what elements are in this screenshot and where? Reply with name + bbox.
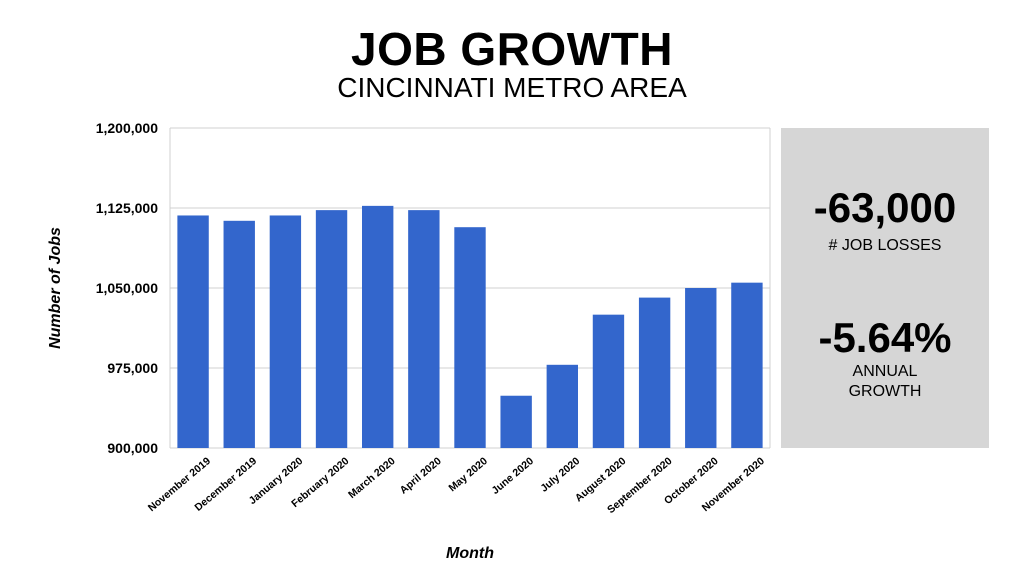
bar [362,205,394,448]
chart-title: JOB GROWTH [351,23,673,75]
job-losses-value: -63,000 [813,184,957,231]
x-tick-label: March 2020 [346,455,398,501]
x-tick-label: May 2020 [446,455,490,494]
y-tick-label: 1,125,000 [96,200,158,216]
annual-growth-value: -5.64% [818,314,952,361]
bar [638,297,671,448]
annual-growth-label-line1: ANNUAL [852,363,918,380]
bar [731,282,763,448]
bar [546,364,578,448]
y-tick-label: 1,050,000 [96,280,158,296]
bar [500,395,532,448]
x-tick-label: June 2020 [489,455,536,497]
annual-growth-label-line2: GROWTH [848,383,922,400]
bar [592,314,625,448]
bar [177,215,209,448]
bars [177,205,763,448]
x-tick-label: April 2020 [398,455,444,497]
y-tick-label: 900,000 [107,440,158,456]
x-axis-title: Month [446,545,494,562]
y-tick-label: 975,000 [107,360,158,376]
y-tick-label: 1,200,000 [96,120,158,136]
bar [685,288,717,448]
bar [223,220,255,448]
y-axis-title: Number of Jobs [47,227,64,349]
bar [315,210,348,448]
chart-subtitle: CINCINNATI METRO AREA [337,72,687,103]
job-losses-label: # JOB LOSSES [828,237,942,254]
stats-panel: -63,000 # JOB LOSSES -5.64% ANNUAL GROWT… [781,128,989,448]
y-axis-ticks: 900,000 975,000 1,050,000 1,125,000 1,200,00… [96,120,159,456]
bar [454,227,486,448]
bar [408,210,440,448]
bar [269,215,302,448]
x-tick-label: July 2020 [538,455,582,495]
